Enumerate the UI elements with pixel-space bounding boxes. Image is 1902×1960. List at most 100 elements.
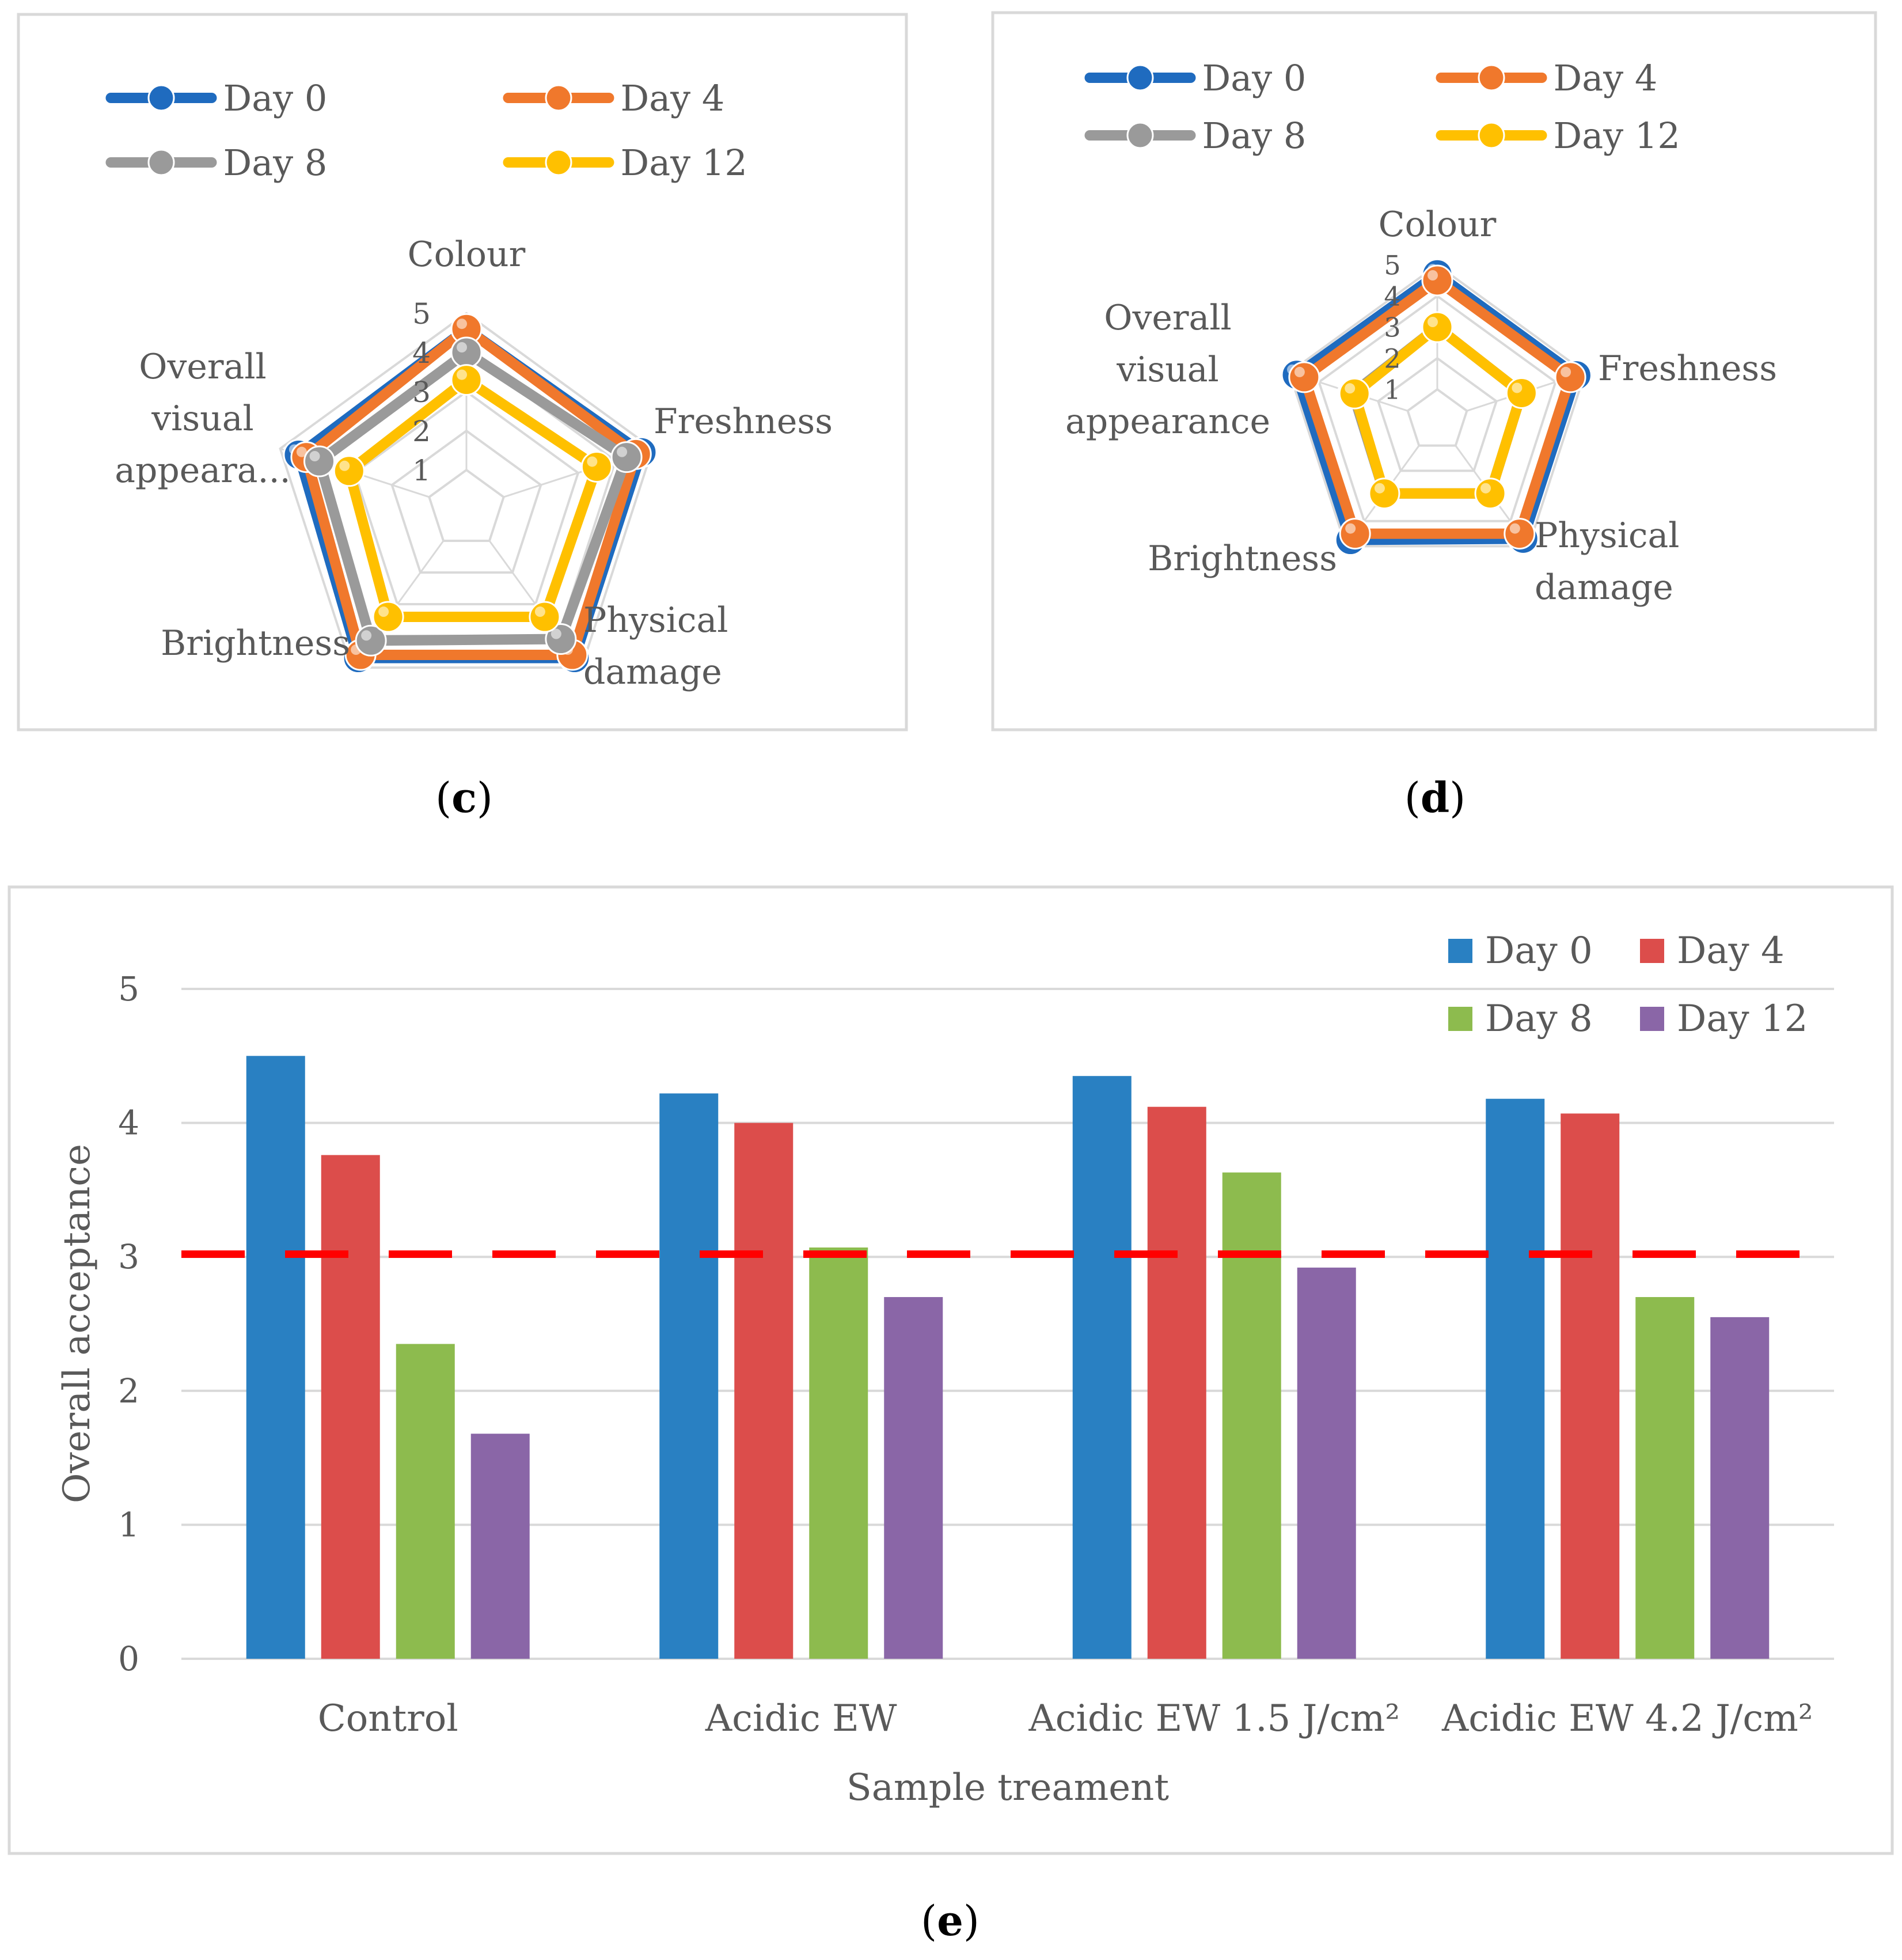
bar-chart-e: 0 1 2 3 4 5 Control Acidic EW Acidic EW 1.5 J/cm… [56, 930, 1834, 1809]
legend-marker-c-1 [545, 84, 572, 112]
bar-acidic-ew-day-4 [734, 1123, 794, 1659]
radar-line-d-day-12 [1349, 322, 1527, 499]
legend-item-d-day-4: Day 4 [1436, 57, 1658, 99]
radar-gridline-d-2 [1376, 357, 1498, 472]
radar-gridline-c-5 [279, 312, 654, 669]
bar-acidic-ew-4-2-j-cm-day-4 [1561, 1113, 1620, 1659]
bar-y-axis-title: Overall acceptance [56, 1144, 98, 1503]
radar-point-d-day-4-4 [1288, 361, 1320, 393]
legend-marker-d-3 [1478, 122, 1505, 149]
radar-line-d-day-4 [1299, 275, 1576, 539]
radar-axis-label-d-1: Freshness [1598, 348, 1777, 389]
bar-y-tick-label-1: 1 [118, 1505, 139, 1544]
radar-point-d-day-4-3 [1339, 518, 1371, 550]
radar-point-highlight-d-day-4-1 [1561, 366, 1571, 377]
radar-axis-label-d-2: Physical damage [1535, 515, 1679, 608]
legend-label-c-1: Day 4 [621, 77, 725, 119]
radar-point-c-day-8-1 [610, 441, 643, 473]
radar-axis-label-c-0: Colour [408, 234, 526, 275]
radar-point-c-day-12-4 [333, 455, 365, 487]
legend-item-e-day-0: Day 0 [1448, 930, 1593, 972]
radar-gridline-c-2 [390, 429, 542, 574]
legend-item-e-day-4: Day 4 [1640, 930, 1785, 972]
radar-axis-label-line: damage [1535, 567, 1673, 608]
radar-gridline-d-1 [1406, 388, 1468, 447]
bar-acidic-ew-4-2-j-cm-day-8 [1635, 1296, 1695, 1659]
bar-y-tick-label-2: 2 [118, 1371, 139, 1411]
bar-x-axis-title: Sample treament [846, 1766, 1169, 1809]
radar-tick-label-d-2: 2 [1384, 343, 1400, 374]
radar-point-highlight-c-day-8-3 [361, 630, 372, 641]
legend-marker-d-2 [1126, 122, 1154, 149]
radar-line-c-day-4 [301, 324, 641, 661]
radar-point-c-day-12-2 [529, 601, 561, 633]
radar-axis-label-line: Overall [1104, 298, 1231, 338]
radar-axis-label-line: visual [151, 399, 253, 439]
radar-point-c-day-12-1 [580, 450, 613, 483]
radar-point-d-day-12-4 [1338, 377, 1370, 410]
legend-marker-c-3 [545, 149, 572, 176]
bar-acidic-ew-day-12 [884, 1296, 943, 1659]
legend-label-e-0: Day 0 [1485, 930, 1593, 972]
radar-tick-label-d-5: 5 [1384, 250, 1400, 281]
radar-axis-label-c-1: Freshness [654, 401, 833, 442]
legend-label-d-1: Day 4 [1554, 57, 1658, 99]
radar-point-c-day-12-0 [450, 364, 483, 396]
legend-item-d-day-0: Day 0 [1084, 57, 1307, 99]
legend-swatch-e-0 [1448, 939, 1472, 963]
legend-label-d-0: Day 0 [1202, 57, 1307, 99]
radar-point-highlight-c-day-12-1 [587, 456, 598, 467]
legend-swatch-e-2 [1448, 1007, 1472, 1031]
bar-y-tick-label-0: 0 [118, 1639, 139, 1678]
legend-label-e-1: Day 4 [1677, 930, 1785, 972]
legend-item-d-day-8: Day 8 [1084, 115, 1306, 157]
bar-acidic-ew-1-5-j-cm-day-4 [1147, 1106, 1206, 1659]
radar-axis-label-line: appeara... [115, 450, 291, 491]
radar-tick-label-d-4: 4 [1384, 281, 1400, 312]
legend-label-d-3: Day 12 [1554, 115, 1680, 157]
bar-control-day-12 [470, 1434, 530, 1659]
radar-point-d-day-12-0 [1421, 311, 1453, 343]
radar-point-highlight-d-day-4-2 [1509, 523, 1520, 534]
radar-axis-label-c-3: Brightness [161, 623, 350, 664]
radar-gridline-c-3 [353, 390, 580, 606]
bar-acidic-ew-1-5-j-cm-day-12 [1297, 1267, 1356, 1659]
legend-item-d-day-12: Day 12 [1436, 115, 1680, 157]
radar-point-d-day-4-1 [1554, 361, 1586, 393]
radar-series-c-day-12 [333, 364, 613, 633]
legend-item-c-day-0: Day 0 [105, 77, 327, 119]
bar-acidic-ew-day-0 [659, 1093, 719, 1659]
radar-axis-label-line: Freshness [1598, 348, 1777, 389]
legend-marker-c-2 [147, 149, 175, 176]
legend-label-c-3: Day 12 [621, 142, 747, 184]
radar-series-d-day-12 [1338, 311, 1537, 510]
legend-item-e-day-8: Day 8 [1448, 998, 1593, 1040]
radar-tick-label-d-1: 1 [1384, 374, 1400, 405]
legend-marker-c-0 [147, 84, 175, 112]
radar-point-highlight-d-day-4-4 [1294, 366, 1305, 377]
radar-point-c-day-8-4 [303, 445, 336, 477]
radar-point-c-day-12-3 [372, 601, 404, 633]
radar-point-d-day-4-2 [1504, 518, 1536, 550]
legend-label-e-3: Day 12 [1677, 998, 1808, 1040]
bar-acidic-ew-4-2-j-cm-day-12 [1710, 1317, 1770, 1659]
bar-x-tick-label-3: Acidic EW 4.2 J/cm² [1441, 1697, 1813, 1740]
bar-acidic-ew-day-8 [809, 1247, 868, 1659]
radar-axis-label-line: Brightness [1148, 539, 1337, 579]
bar-x-tick-label-0: Control [318, 1697, 458, 1740]
radar-axis-label-d-3: Brightness [1148, 539, 1337, 579]
legend-item-e-day-12: Day 12 [1640, 998, 1808, 1040]
panel-caption-c: (c) [435, 773, 493, 822]
bar-control-day-4 [321, 1155, 380, 1659]
radar-line-c-day-8 [314, 347, 632, 646]
radar-point-highlight-d-day-12-1 [1512, 382, 1523, 393]
radar-series-c-day-8 [303, 336, 643, 657]
bar-acidic-ew-1-5-j-cm-day-0 [1072, 1076, 1132, 1659]
radar-axis-label-line: Brightness [161, 623, 350, 664]
radar-tick-label-c-1: 1 [412, 454, 431, 487]
radar-chart-c: 1 2 3 4 5 Colour Freshness Physical damage Bright… [105, 77, 833, 692]
panel-caption-d: (d) [1404, 773, 1466, 822]
bar-x-tick-label-1: Acidic EW [705, 1697, 897, 1740]
radar-point-highlight-c-day-8-4 [309, 450, 320, 461]
